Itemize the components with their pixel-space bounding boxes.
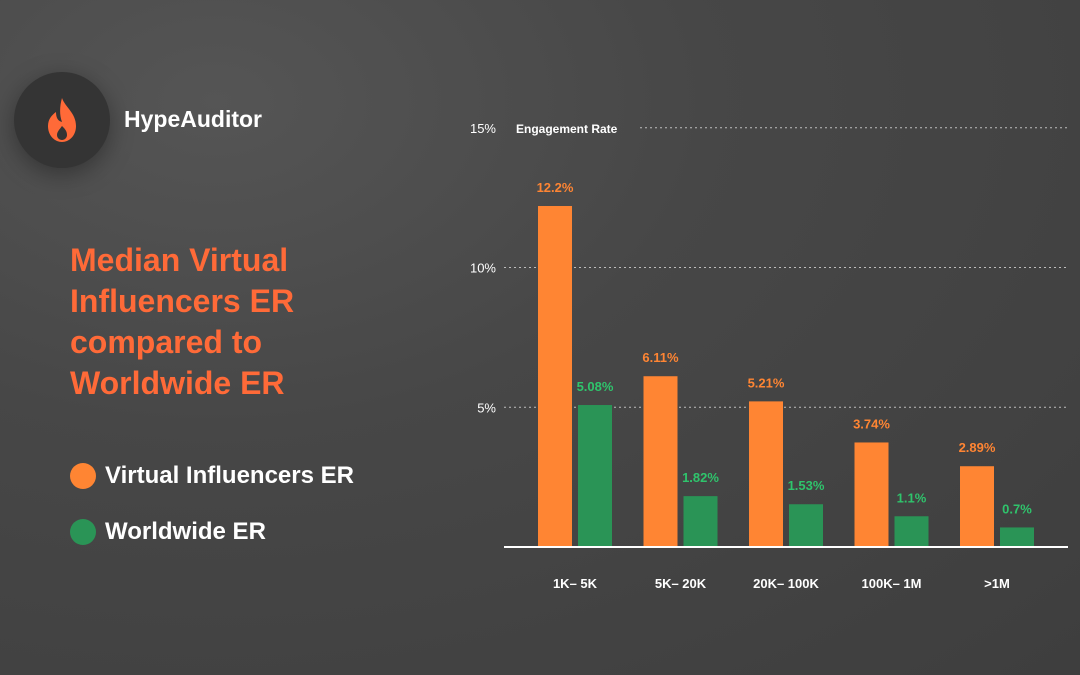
data-label: 5.08% bbox=[577, 379, 614, 394]
y-axis-ticks: 5% 10% 15% bbox=[470, 121, 496, 416]
y-tick-label: 15% bbox=[470, 121, 496, 136]
brand-logo bbox=[14, 72, 110, 168]
legend-item-worldwide: Worldwide ER bbox=[70, 513, 354, 551]
legend-swatch-virtual bbox=[70, 463, 96, 489]
bar-worldwide bbox=[683, 496, 718, 547]
brand-name: HypeAuditor bbox=[124, 106, 262, 132]
data-label: 12.2% bbox=[537, 180, 574, 195]
data-label: 1.1% bbox=[897, 490, 927, 505]
x-tick-label: 20K– 100K bbox=[753, 576, 819, 591]
data-label: 0.7% bbox=[1002, 501, 1032, 516]
legend-swatch-worldwide bbox=[70, 519, 96, 545]
y-tick-label: 10% bbox=[470, 261, 496, 276]
flame-icon bbox=[48, 98, 76, 142]
bars bbox=[538, 206, 1034, 547]
data-label: 5.21% bbox=[748, 375, 785, 390]
bar-worldwide bbox=[1000, 527, 1034, 547]
data-label: 1.53% bbox=[788, 478, 825, 493]
legend-item-virtual: Virtual Influencers ER bbox=[70, 457, 354, 495]
page-title: Median Virtual Influencers ER compared t… bbox=[70, 242, 295, 401]
data-label: 1.82% bbox=[682, 470, 719, 485]
chart-legend: Virtual Influencers ER Worldwide ER bbox=[70, 457, 354, 569]
bar-worldwide bbox=[894, 516, 929, 547]
bar-virtual bbox=[538, 206, 572, 547]
data-labels: 12.2% 5.08% 6.11% 1.82% 5.21% 1.53% 3.74% 1.1% 2… bbox=[537, 180, 1033, 516]
chart-title: Engagement Rate bbox=[516, 122, 618, 136]
bar-worldwide bbox=[578, 405, 612, 547]
x-tick-label: 5K– 20K bbox=[655, 576, 707, 591]
x-tick-label: >1M bbox=[984, 576, 1010, 591]
grid-lines bbox=[504, 127, 1068, 408]
x-axis-ticks: 1K– 5K 5K– 20K 20K– 100K 100K– 1M >1M bbox=[553, 576, 1010, 591]
x-tick-label: 1K– 5K bbox=[553, 576, 598, 591]
data-label: 3.74% bbox=[853, 416, 890, 431]
data-label: 2.89% bbox=[959, 440, 996, 455]
legend-label-worldwide: Worldwide ER bbox=[105, 518, 266, 545]
x-tick-label: 100K– 1M bbox=[862, 576, 922, 591]
legend-label-virtual: Virtual Influencers ER bbox=[105, 462, 354, 489]
bar-virtual bbox=[960, 466, 994, 547]
bar-worldwide bbox=[789, 504, 823, 547]
data-label: 6.11% bbox=[642, 350, 679, 365]
bar-virtual bbox=[749, 401, 783, 547]
bar-virtual bbox=[643, 376, 678, 547]
bar-virtual bbox=[854, 442, 889, 547]
y-tick-label: 5% bbox=[477, 400, 496, 415]
